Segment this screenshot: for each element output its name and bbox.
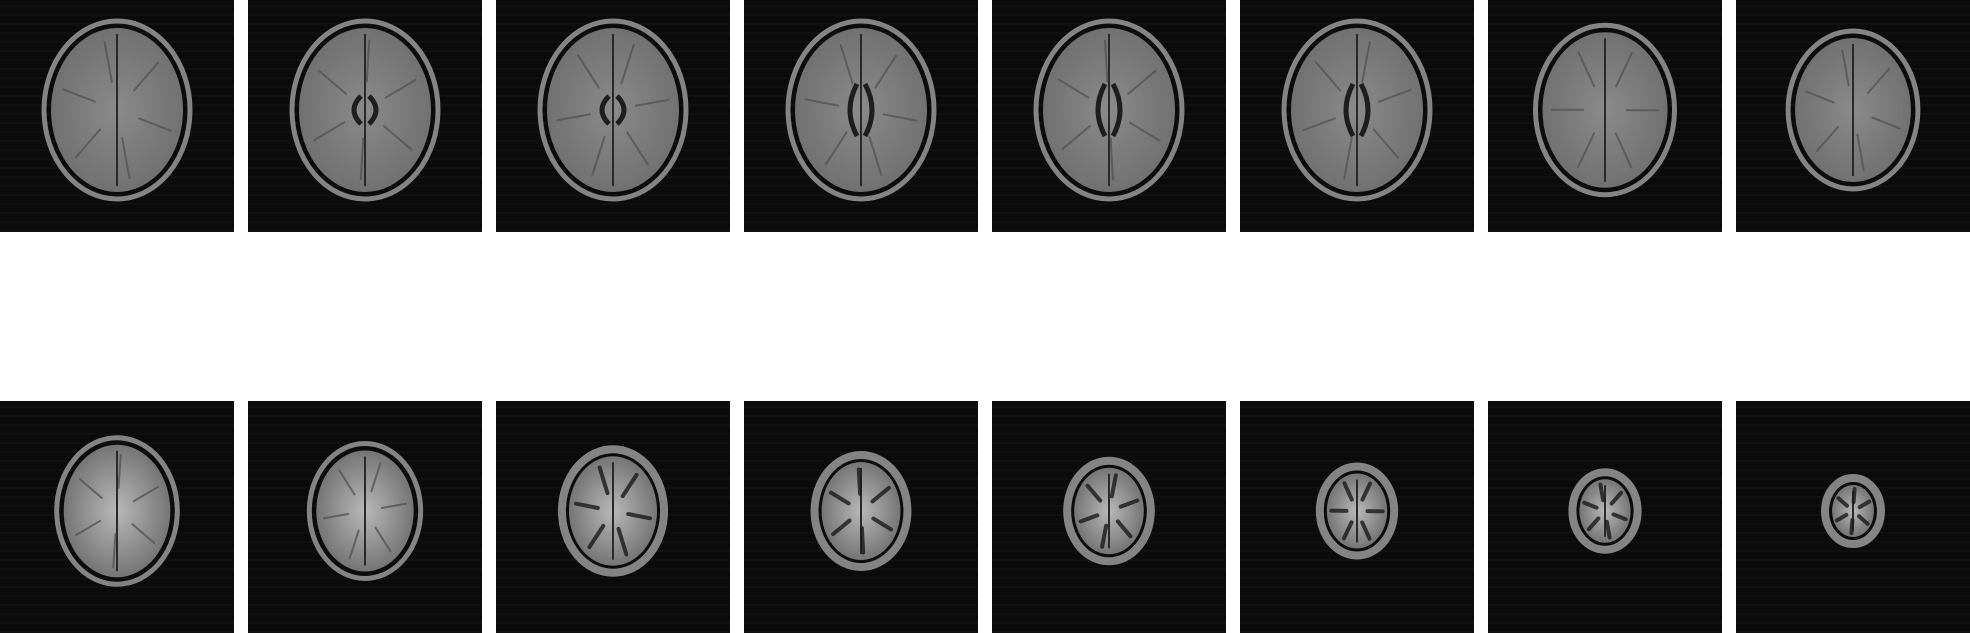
mri-slice-7 [1488,0,1722,232]
mri-slice-11 [496,401,730,633]
mri-slice-3 [496,0,730,232]
mri-slice-13 [992,401,1226,633]
mri-slice-8 [1736,0,1970,232]
mri-slice-14 [1240,401,1474,633]
mri-slice-1 [0,0,234,232]
mri-slice-6 [1240,0,1474,232]
mri-slice-4 [744,0,978,232]
mri-slice-10 [248,401,482,633]
mri-slice-16 [1736,401,1970,633]
mri-slice-2 [248,0,482,232]
mri-slice-5 [992,0,1226,232]
mri-slice-15 [1488,401,1722,633]
mri-slice-9 [0,401,234,633]
mri-slice-12 [744,401,978,633]
